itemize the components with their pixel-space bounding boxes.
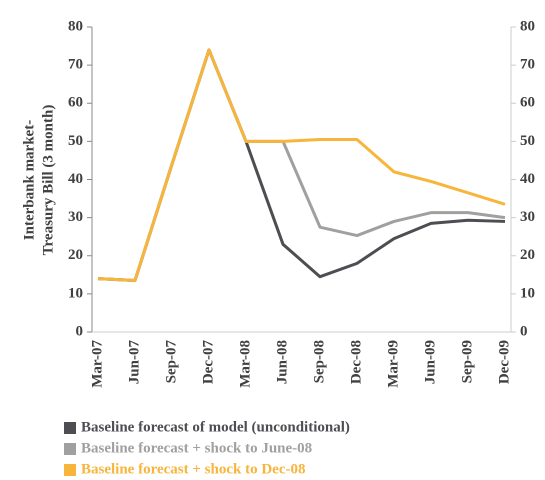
y-tick-label: 10 xyxy=(68,285,83,301)
y-tick-label: 60 xyxy=(68,95,83,111)
legend-marker xyxy=(64,443,76,455)
x-tick-label: Sep-08 xyxy=(311,340,327,383)
y-tick-label: 20 xyxy=(68,247,83,263)
y2-tick-label: 10 xyxy=(520,285,535,301)
x-tick-label: Jun-07 xyxy=(126,340,142,385)
x-tick-label: Mar-07 xyxy=(89,340,105,388)
y-tick-label: 80 xyxy=(68,18,83,34)
y-tick-label: 30 xyxy=(68,209,83,225)
y-tick-label: 0 xyxy=(76,323,84,339)
series-line xyxy=(97,48,506,283)
y2-tick-label: 60 xyxy=(520,95,535,111)
y2-tick-label: 0 xyxy=(520,323,528,339)
y-axis-title: Interbank market- xyxy=(21,120,37,240)
x-tick-label: Jun-08 xyxy=(274,340,290,384)
y2-tick-label: 40 xyxy=(520,171,535,187)
y2-tick-label: 80 xyxy=(520,18,535,34)
y-axis-title: Treasury Bill (3 month) xyxy=(40,105,56,256)
x-tick-label: Dec-09 xyxy=(496,340,512,384)
legend-marker xyxy=(64,464,76,476)
series-line xyxy=(97,48,506,283)
x-tick-label: Mar-08 xyxy=(237,340,253,388)
y-tick-label: 50 xyxy=(68,133,83,149)
x-tick-label: Mar-09 xyxy=(385,340,401,388)
y2-tick-label: 50 xyxy=(520,133,535,149)
y2-tick-label: 30 xyxy=(520,209,535,225)
x-tick-label: Sep-07 xyxy=(163,340,179,384)
y-tick-label: 40 xyxy=(68,171,83,187)
series-line xyxy=(97,48,506,283)
y2-tick-label: 70 xyxy=(520,57,535,73)
y-tick-label: 70 xyxy=(68,57,83,73)
y2-tick-label: 20 xyxy=(520,247,535,263)
legend-label: Baseline forecast + shock to Dec-08 xyxy=(81,461,305,477)
legend-marker xyxy=(64,422,76,434)
x-tick-label: Dec-08 xyxy=(348,340,364,384)
x-tick-label: Sep-09 xyxy=(459,340,475,383)
legend-label: Baseline forecast + shock to June-08 xyxy=(81,440,312,456)
legend-label: Baseline forecast of model (unconditiona… xyxy=(81,419,350,435)
x-tick-label: Jun-09 xyxy=(422,340,438,384)
x-tick-label: Dec-07 xyxy=(200,340,216,385)
